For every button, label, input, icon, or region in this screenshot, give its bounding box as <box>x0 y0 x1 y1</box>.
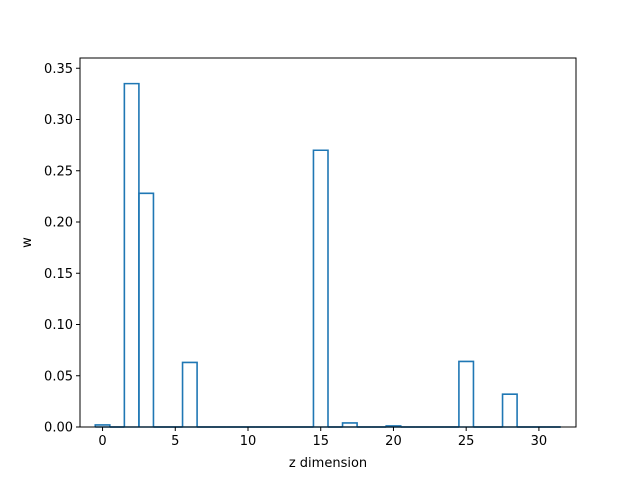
y-axis-label: w <box>20 237 35 248</box>
y-tick-label: 0.30 <box>44 113 73 128</box>
x-tick-label: 25 <box>458 434 475 449</box>
bar <box>138 192 155 427</box>
bar <box>94 424 111 427</box>
x-tick-label: 15 <box>312 434 329 449</box>
x-tick-label: 10 <box>240 434 257 449</box>
y-axis-ticks: 0.00 0.05 0.10 0.15 0.20 0.25 0.30 0.35 <box>44 62 80 436</box>
bar <box>341 422 358 427</box>
x-axis-label: z dimension <box>289 456 367 471</box>
bar <box>181 361 198 427</box>
bar <box>123 82 140 427</box>
chart-bars <box>94 82 561 428</box>
plot-frame <box>79 57 577 428</box>
y-tick-label: 0.00 <box>44 421 73 436</box>
bar <box>501 393 518 427</box>
y-tick-label: 0.15 <box>44 267 73 282</box>
bar <box>312 149 329 427</box>
y-tick-label: 0.25 <box>44 164 73 179</box>
x-tick-label: 20 <box>385 434 402 449</box>
x-tick-label: 0 <box>98 434 106 449</box>
y-tick-label: 0.20 <box>44 216 73 231</box>
bar <box>458 360 475 427</box>
x-axis-ticks: 0 5 10 15 20 25 30 <box>98 427 547 449</box>
y-tick-label: 0.10 <box>44 318 73 333</box>
y-tick-label: 0.05 <box>44 369 73 384</box>
x-tick-label: 5 <box>171 434 179 449</box>
x-tick-label: 30 <box>531 434 548 449</box>
y-tick-label: 0.35 <box>44 62 73 77</box>
